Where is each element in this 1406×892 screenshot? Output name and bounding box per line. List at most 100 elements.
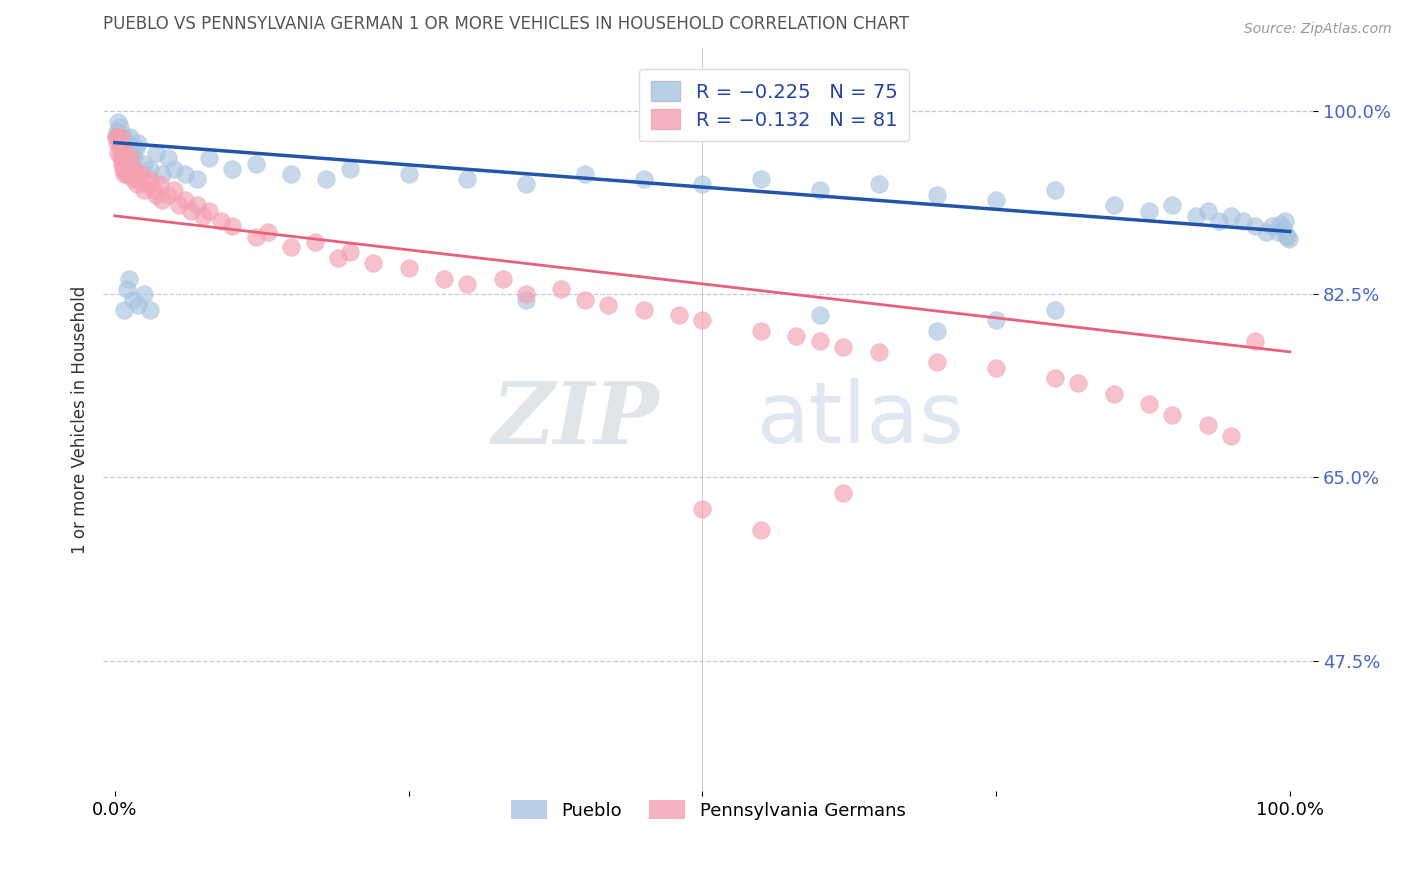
Point [115, 151, 138, 165]
Point [221, 219, 243, 234]
Point [245, 229, 267, 244]
Point [785, 329, 807, 343]
Point [515, 178, 537, 192]
Point [105, 130, 128, 145]
Point [105, 130, 128, 145]
Point [174, 193, 197, 207]
Point [121, 293, 143, 307]
Point [111, 141, 134, 155]
Point [209, 214, 232, 228]
Point [127, 298, 149, 312]
Point [515, 287, 537, 301]
Point [111, 156, 134, 170]
Point [1043, 183, 1066, 197]
Point [121, 172, 143, 186]
Point [114, 161, 136, 176]
Point [927, 324, 949, 338]
Point [280, 240, 302, 254]
Point [134, 183, 156, 197]
Point [491, 271, 513, 285]
Point [598, 298, 620, 312]
Text: Source: ZipAtlas.com: Source: ZipAtlas.com [1244, 22, 1392, 37]
Point [174, 167, 197, 181]
Point [110, 146, 132, 161]
Point [115, 136, 138, 150]
Point [1043, 371, 1066, 385]
Point [107, 130, 129, 145]
Point [115, 167, 138, 181]
Point [1267, 225, 1289, 239]
Point [927, 355, 949, 369]
Point [245, 156, 267, 170]
Point [1102, 198, 1125, 212]
Point [256, 225, 278, 239]
Point [112, 141, 135, 155]
Text: PUEBLO VS PENNSYLVANIA GERMAN 1 OR MORE VEHICLES IN HOUSEHOLD CORRELATION CHART: PUEBLO VS PENNSYLVANIA GERMAN 1 OR MORE … [103, 15, 910, 33]
Point [112, 161, 135, 176]
Point [125, 141, 148, 155]
Point [105, 136, 128, 150]
Point [1274, 214, 1296, 228]
Point [1137, 397, 1160, 411]
Point [121, 146, 143, 161]
Point [162, 183, 184, 197]
Text: ZIP: ZIP [492, 378, 659, 462]
Point [1137, 203, 1160, 218]
Point [118, 141, 141, 155]
Point [1243, 334, 1265, 349]
Point [120, 151, 142, 165]
Point [1197, 203, 1219, 218]
Point [868, 178, 890, 192]
Point [280, 167, 302, 181]
Point [550, 282, 572, 296]
Point [515, 293, 537, 307]
Point [150, 167, 173, 181]
Point [1261, 219, 1284, 234]
Point [1067, 376, 1090, 391]
Point [692, 501, 714, 516]
Point [156, 188, 179, 202]
Point [1277, 229, 1299, 244]
Point [127, 136, 149, 150]
Point [186, 172, 208, 186]
Point [107, 114, 129, 128]
Point [984, 193, 1007, 207]
Point [112, 130, 135, 145]
Point [122, 151, 145, 165]
Point [456, 277, 478, 291]
Point [304, 235, 326, 249]
Point [1256, 225, 1278, 239]
Y-axis label: 1 or more Vehicles in Household: 1 or more Vehicles in Household [72, 285, 89, 554]
Point [1184, 209, 1206, 223]
Point [398, 167, 420, 181]
Point [134, 156, 156, 170]
Point [148, 178, 170, 192]
Point [1197, 418, 1219, 433]
Point [1102, 386, 1125, 401]
Point [114, 146, 136, 161]
Point [808, 183, 831, 197]
Point [1270, 217, 1292, 231]
Point [110, 151, 132, 165]
Point [1232, 214, 1254, 228]
Point [692, 313, 714, 327]
Point [198, 203, 221, 218]
Point [108, 120, 131, 134]
Point [433, 271, 456, 285]
Point [150, 193, 173, 207]
Point [139, 161, 162, 176]
Point [749, 523, 772, 537]
Point [120, 167, 142, 181]
Point [125, 167, 148, 181]
Point [118, 161, 141, 176]
Point [120, 130, 142, 145]
Point [118, 271, 141, 285]
Point [129, 167, 152, 181]
Point [114, 146, 136, 161]
Point [633, 172, 655, 186]
Point [692, 178, 714, 192]
Point [110, 130, 132, 145]
Point [112, 167, 135, 181]
Point [749, 172, 772, 186]
Point [1278, 232, 1301, 246]
